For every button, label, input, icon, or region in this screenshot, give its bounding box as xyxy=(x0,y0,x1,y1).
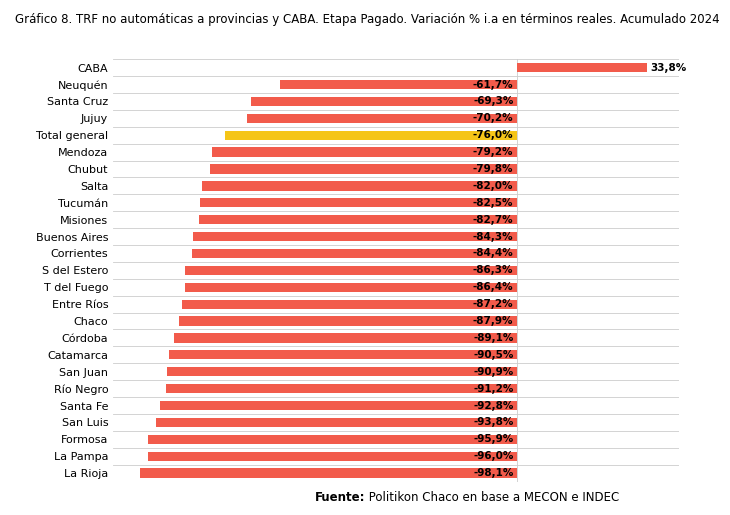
Bar xyxy=(148,435,518,444)
Bar xyxy=(179,316,518,325)
Text: -84,4%: -84,4% xyxy=(472,248,513,259)
Text: -69,3%: -69,3% xyxy=(473,96,513,107)
Text: -82,5%: -82,5% xyxy=(473,198,513,208)
Bar xyxy=(174,333,518,342)
Text: -96,0%: -96,0% xyxy=(473,451,513,461)
Bar xyxy=(185,283,518,292)
Text: Politikon Chaco en base a MECON e INDEC: Politikon Chaco en base a MECON e INDEC xyxy=(365,491,619,504)
Bar xyxy=(250,97,518,106)
Text: -86,3%: -86,3% xyxy=(473,265,513,276)
Bar xyxy=(210,164,518,174)
Text: -89,1%: -89,1% xyxy=(473,333,513,343)
Text: -90,5%: -90,5% xyxy=(473,350,513,360)
Bar xyxy=(166,384,518,393)
Bar xyxy=(193,232,518,241)
Text: -79,8%: -79,8% xyxy=(473,164,513,174)
Text: -87,2%: -87,2% xyxy=(473,299,513,309)
Bar xyxy=(139,469,518,478)
Bar xyxy=(160,401,518,410)
Bar xyxy=(200,198,518,208)
Bar xyxy=(280,80,518,89)
Text: -82,7%: -82,7% xyxy=(473,215,513,225)
Bar xyxy=(193,249,518,258)
Text: -79,2%: -79,2% xyxy=(473,147,513,157)
Bar xyxy=(182,300,518,309)
Bar xyxy=(247,114,518,123)
Text: -84,3%: -84,3% xyxy=(473,232,513,242)
Bar xyxy=(169,350,518,359)
Text: 33,8%: 33,8% xyxy=(650,63,687,73)
Text: -70,2%: -70,2% xyxy=(473,113,513,124)
Text: -87,9%: -87,9% xyxy=(473,316,513,326)
Text: -91,2%: -91,2% xyxy=(473,384,513,393)
Bar xyxy=(225,131,518,140)
Text: -90,9%: -90,9% xyxy=(473,367,513,377)
Bar xyxy=(212,147,518,157)
Text: Fuente:: Fuente: xyxy=(315,491,365,504)
Text: -82,0%: -82,0% xyxy=(473,181,513,191)
Text: -95,9%: -95,9% xyxy=(473,434,513,444)
Text: Gráfico 8. TRF no automáticas a provincias y CABA. Etapa Pagado. Variación % i.a: Gráfico 8. TRF no automáticas a provinci… xyxy=(15,13,719,26)
Bar xyxy=(185,266,518,275)
Text: -61,7%: -61,7% xyxy=(473,79,513,90)
Text: -86,4%: -86,4% xyxy=(473,282,513,293)
Bar xyxy=(518,63,648,72)
Bar xyxy=(156,418,518,427)
Bar xyxy=(199,215,518,225)
Bar xyxy=(167,367,518,376)
Text: -76,0%: -76,0% xyxy=(473,130,513,140)
Bar xyxy=(147,452,518,461)
Bar xyxy=(201,181,518,191)
Text: -93,8%: -93,8% xyxy=(473,417,513,427)
Text: -98,1%: -98,1% xyxy=(473,468,513,478)
Text: -92,8%: -92,8% xyxy=(473,401,513,410)
